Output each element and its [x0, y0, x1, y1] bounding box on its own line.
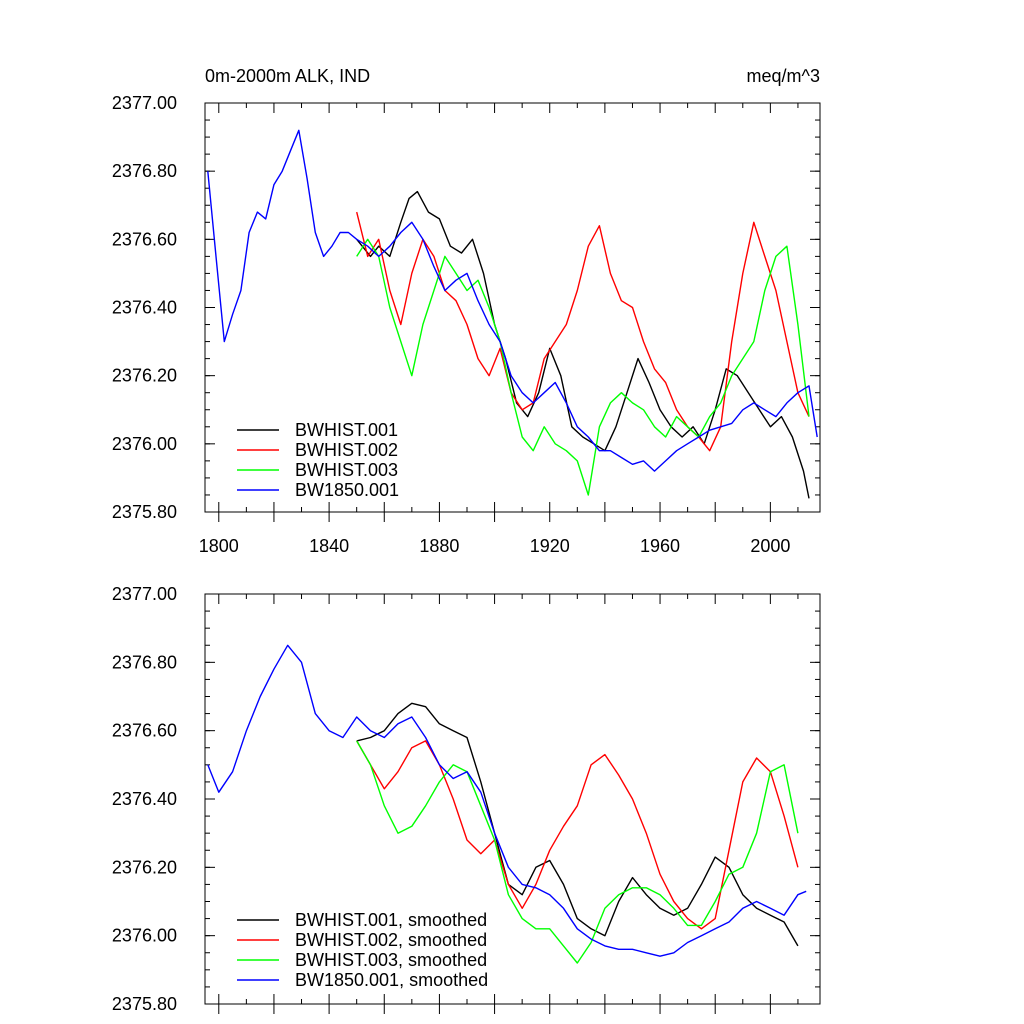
legend-label: BW1850.001, smoothed: [295, 970, 488, 990]
y-tick-label: 2376.80: [112, 161, 177, 181]
tick-group: 2375.80 2376.00 2376.20 2376.40 2376.60 2376.…: [112, 93, 820, 556]
x-tick-label: 1960: [640, 536, 680, 556]
y-tick-label: 2376.60: [112, 721, 177, 741]
series-group: [207, 644, 807, 964]
series-line-0: [356, 190, 810, 499]
y-tick-label: 2376.00: [112, 926, 177, 946]
series-line-2: [356, 740, 799, 964]
x-tick-label: 2000: [750, 536, 790, 556]
x-tick-label: 1840: [309, 536, 349, 556]
panel-raw: 0m-2000m ALK, IND meq/m^3 2375.80 2376.00…: [112, 66, 821, 556]
y-tick-label: 2375.80: [112, 502, 177, 522]
legend-label: BWHIST.003: [295, 460, 398, 480]
y-tick-label: 2376.00: [112, 434, 177, 454]
x-tick-label: 1920: [530, 536, 570, 556]
y-tick-label: 2375.80: [112, 994, 177, 1014]
y-tick-label: 2377.00: [112, 584, 177, 604]
chart-title-left: 0m-2000m ALK, IND: [205, 66, 370, 86]
legend-label: BWHIST.002: [295, 440, 398, 460]
y-tick-label: 2376.40: [112, 789, 177, 809]
legend-label: BWHIST.001: [295, 420, 398, 440]
series-line-2: [356, 238, 810, 496]
series-line-1: [356, 740, 799, 930]
legend-label: BW1850.001: [295, 480, 399, 500]
y-tick-label: 2376.20: [112, 366, 177, 386]
chart-title-right: meq/m^3: [747, 66, 820, 86]
y-tick-label: 2376.20: [112, 857, 177, 877]
x-tick-label: 1800: [199, 536, 239, 556]
tick-group: 2375.80 2376.00 2376.20 2376.40 2376.60 2376.…: [112, 584, 820, 1014]
y-tick-label: 2376.40: [112, 298, 177, 318]
legend-label: BWHIST.003, smoothed: [295, 950, 487, 970]
y-tick-label: 2377.00: [112, 93, 177, 113]
y-tick-label: 2376.60: [112, 229, 177, 249]
y-tick-label: 2376.80: [112, 652, 177, 672]
panel-smoothed: 2375.80 2376.00 2376.20 2376.40 2376.60 2376.…: [112, 584, 821, 1014]
x-tick-label: 1880: [419, 536, 459, 556]
series-line-1: [356, 211, 810, 452]
legend-label: BWHIST.001, smoothed: [295, 910, 487, 930]
legend-label: BWHIST.002, smoothed: [295, 930, 487, 950]
series-group: [207, 129, 818, 499]
series-line-3: [207, 129, 818, 472]
series-line-0: [356, 702, 799, 947]
series-line-3: [207, 644, 807, 957]
